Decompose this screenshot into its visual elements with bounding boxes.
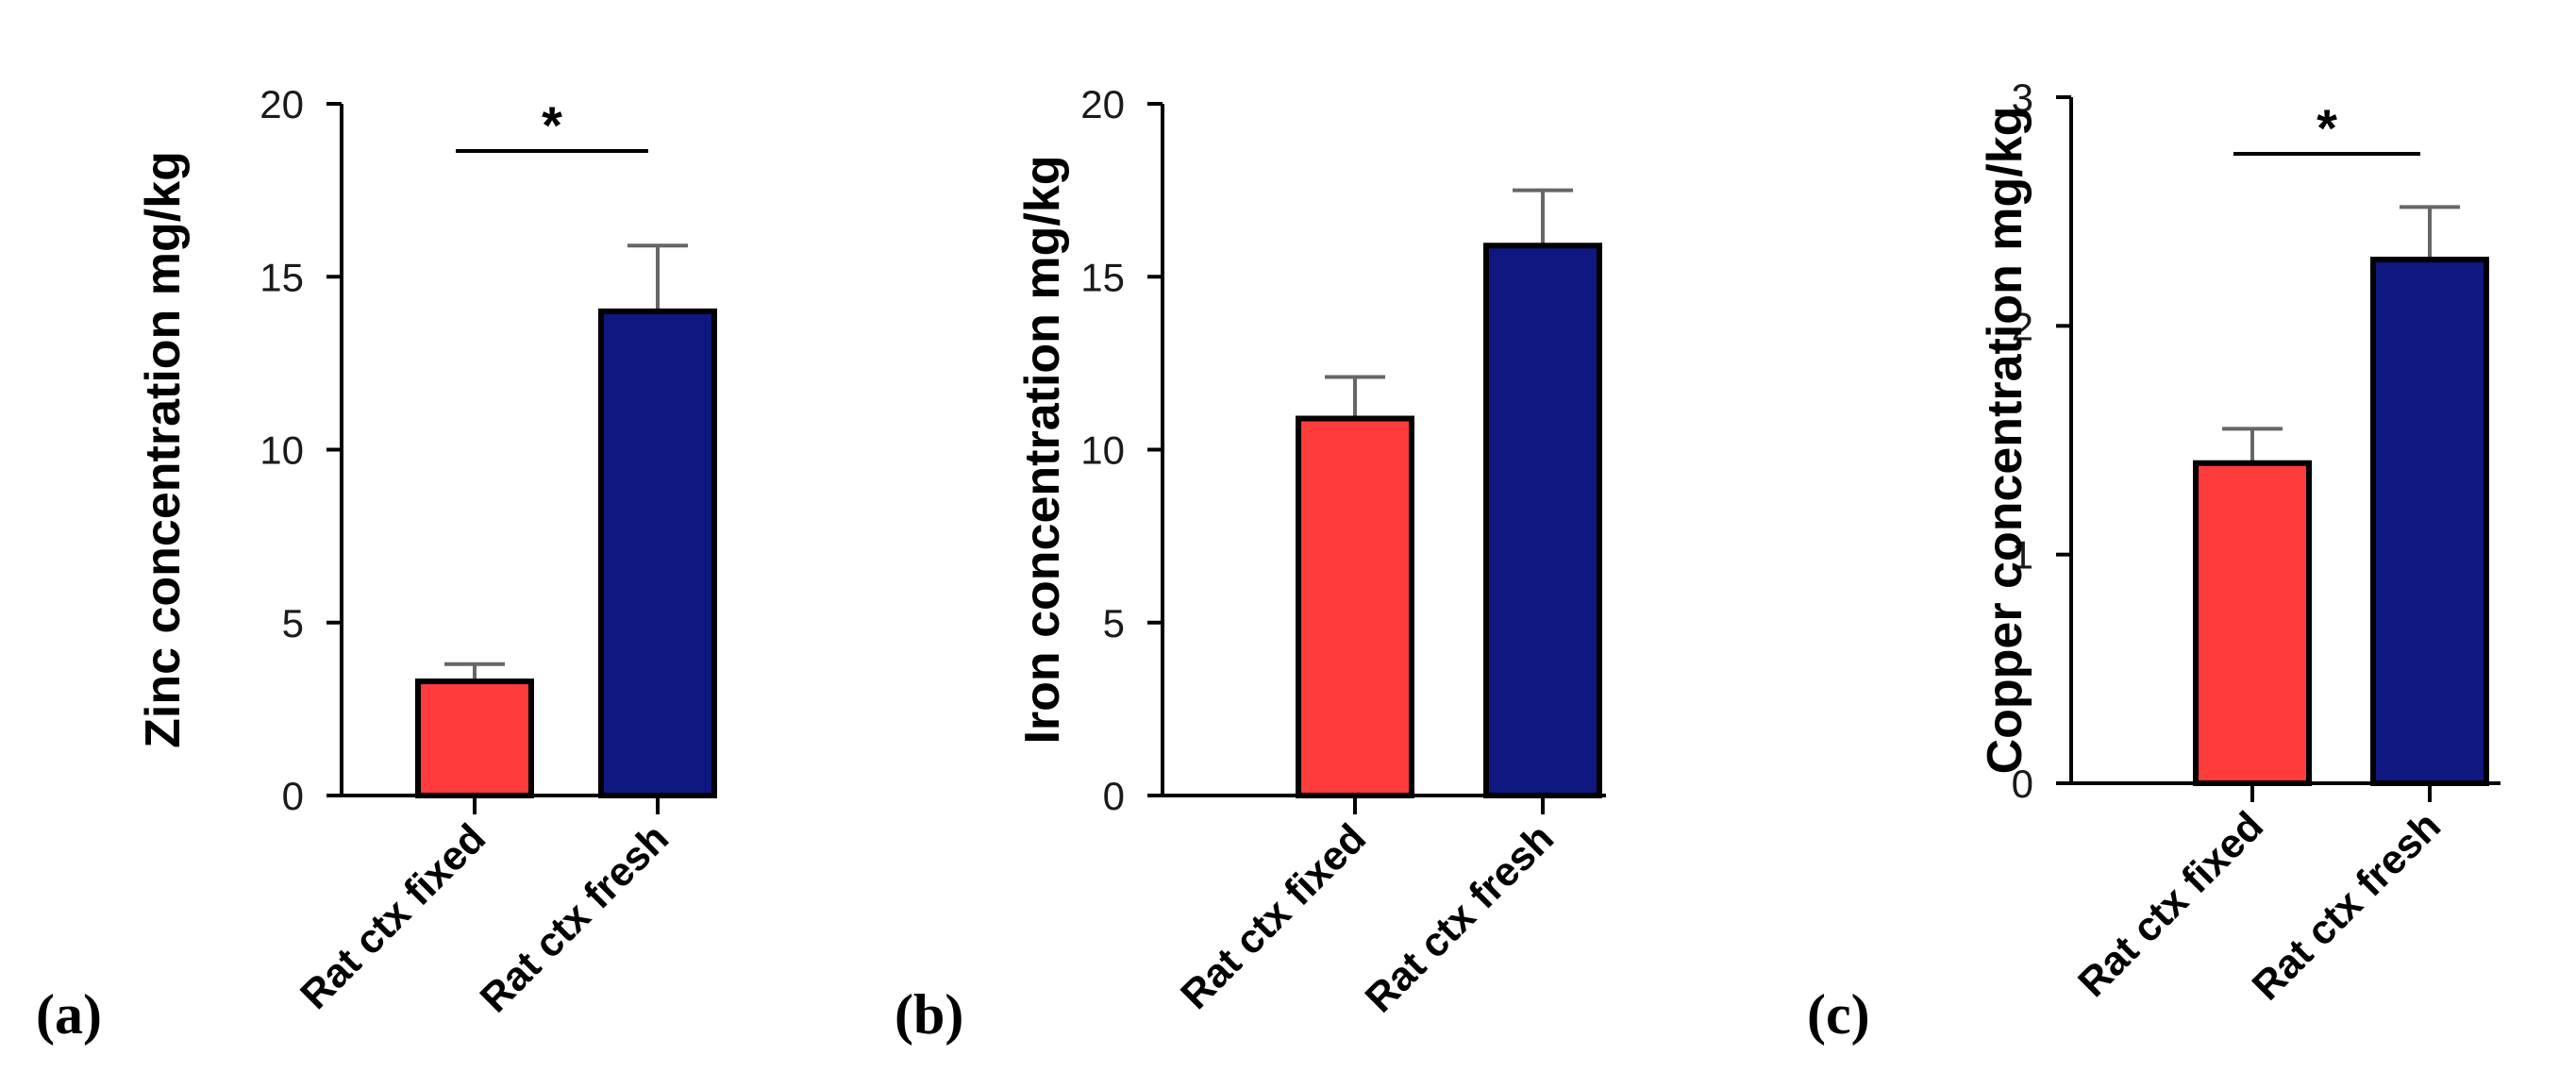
panel-label: (a) bbox=[36, 983, 102, 1046]
y-tick-label: 3 bbox=[2012, 75, 2033, 120]
y-tick-label: 10 bbox=[259, 428, 304, 473]
panel-label: (c) bbox=[1807, 983, 1870, 1046]
y-axis-label: Iron concentration mg/kg bbox=[1015, 155, 1070, 744]
y-tick-label: 15 bbox=[1080, 255, 1125, 299]
y-axis-label: Zinc concentration mg/kg bbox=[136, 151, 191, 748]
y-tick-label: 0 bbox=[2012, 762, 2033, 806]
significance-star: * bbox=[542, 95, 562, 155]
y-tick-label: 0 bbox=[1103, 774, 1125, 818]
x-tick-label: Rat ctx fixed bbox=[292, 815, 494, 1018]
bar-rat-ctx-fixed bbox=[1296, 415, 1414, 798]
y-tick-label: 20 bbox=[259, 82, 304, 126]
y-axis-label: Copper concentration mg/kg bbox=[1978, 107, 2032, 775]
y-tick-label: 5 bbox=[1103, 601, 1125, 645]
bar-rat-ctx-fresh bbox=[598, 308, 717, 798]
x-tick-label: Rat ctx fixed bbox=[2069, 803, 2272, 1006]
y-tick-label: 1 bbox=[2012, 533, 2033, 578]
bar-rat-ctx-fixed bbox=[415, 679, 534, 798]
y-tick-label: 2 bbox=[2012, 304, 2033, 348]
bar-rat-ctx-fixed bbox=[2193, 460, 2312, 786]
y-tick-label: 20 bbox=[1080, 82, 1125, 126]
bar-rat-ctx-fresh bbox=[1483, 243, 1602, 798]
y-tick-label: 0 bbox=[282, 774, 304, 818]
x-tick-label: Rat ctx fixed bbox=[1172, 815, 1375, 1018]
x-tick-label: Rat ctx fresh bbox=[2244, 803, 2450, 1009]
bar-rat-ctx-fresh bbox=[2370, 257, 2489, 787]
significance-star: * bbox=[2317, 98, 2337, 158]
y-tick-label: 5 bbox=[282, 601, 304, 645]
y-tick-label: 10 bbox=[1080, 428, 1125, 473]
x-tick-label: Rat ctx fresh bbox=[1357, 815, 1563, 1021]
panel-label: (b) bbox=[895, 983, 963, 1046]
y-tick-label: 15 bbox=[259, 255, 304, 299]
x-tick-label: Rat ctx fresh bbox=[472, 815, 677, 1021]
